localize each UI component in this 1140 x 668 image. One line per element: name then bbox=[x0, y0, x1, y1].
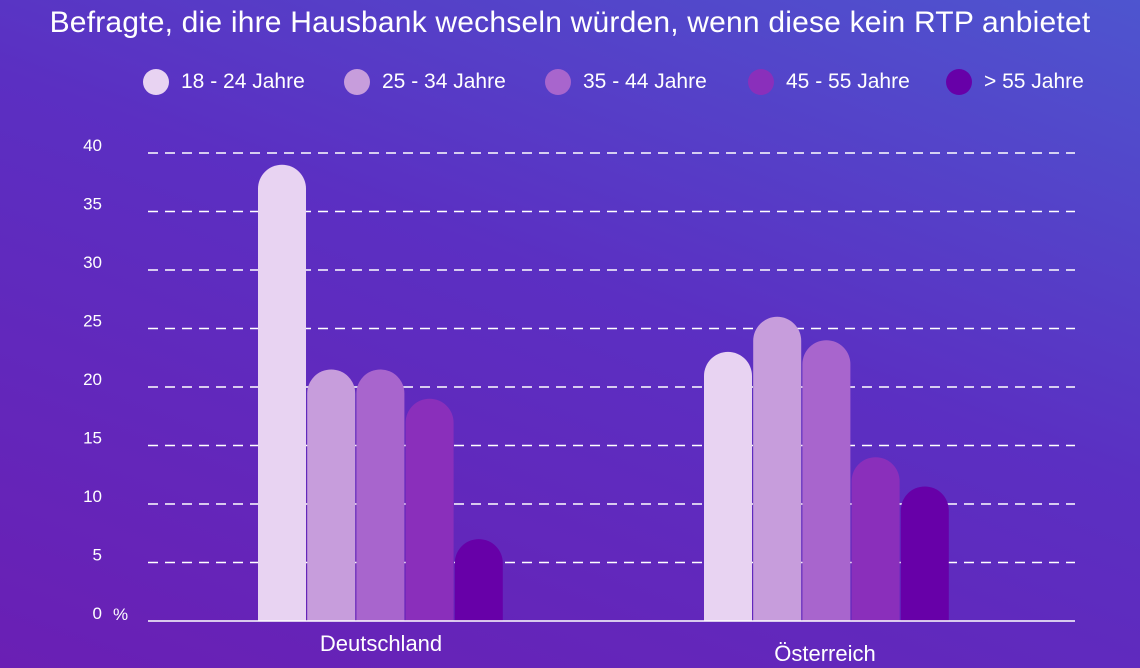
y-axis-ticks: 0 5 10 15 20 25 30 35 40 bbox=[83, 136, 102, 623]
y-tick-label: 0 bbox=[93, 604, 102, 623]
y-axis-unit: % bbox=[113, 605, 128, 624]
legend-label: > 55 Jahre bbox=[984, 70, 1084, 93]
legend-marker bbox=[545, 69, 571, 95]
legend-item: 25 - 34 Jahre bbox=[344, 64, 506, 100]
bar bbox=[900, 486, 949, 621]
legend-label: 45 - 55 Jahre bbox=[786, 70, 910, 93]
legend-marker bbox=[344, 69, 370, 95]
bar bbox=[704, 351, 752, 621]
y-tick-label: 15 bbox=[83, 429, 102, 448]
bar bbox=[454, 539, 503, 621]
bar bbox=[851, 457, 900, 621]
y-tick-label: 5 bbox=[93, 546, 102, 565]
bar bbox=[258, 164, 306, 621]
chart-title: Befragte, die ihre Hausbank wechseln wür… bbox=[49, 6, 1091, 39]
x-category-label: Deutschland bbox=[320, 631, 442, 656]
legend-marker bbox=[748, 69, 774, 95]
legend-marker bbox=[946, 69, 972, 95]
y-tick-label: 40 bbox=[83, 136, 102, 155]
legend-item: > 55 Jahre bbox=[946, 64, 1084, 100]
legend-item: 18 - 24 Jahre bbox=[143, 64, 305, 100]
bar bbox=[405, 398, 454, 621]
y-tick-label: 30 bbox=[83, 253, 102, 272]
legend-marker bbox=[143, 69, 169, 95]
y-tick-label: 10 bbox=[83, 487, 102, 506]
legend-label: 18 - 24 Jahre bbox=[181, 70, 305, 93]
x-axis-categories: Deutschland Österreich bbox=[320, 631, 876, 666]
y-tick-label: 20 bbox=[83, 370, 102, 389]
y-tick-label: 35 bbox=[83, 195, 102, 214]
legend-item: 35 - 44 Jahre bbox=[545, 64, 707, 100]
bars bbox=[258, 164, 949, 621]
bar bbox=[753, 316, 802, 621]
legend-item: 45 - 55 Jahre bbox=[748, 64, 910, 100]
legend-label: 35 - 44 Jahre bbox=[583, 70, 707, 93]
y-tick-label: 25 bbox=[83, 312, 102, 331]
bar bbox=[356, 369, 405, 621]
bar bbox=[307, 369, 356, 621]
legend: 18 - 24 Jahre 25 - 34 Jahre 35 - 44 Jahre 4… bbox=[0, 64, 1140, 100]
x-category-label: Österreich bbox=[774, 641, 875, 666]
bar bbox=[802, 340, 851, 621]
legend-label: 25 - 34 Jahre bbox=[382, 70, 506, 93]
